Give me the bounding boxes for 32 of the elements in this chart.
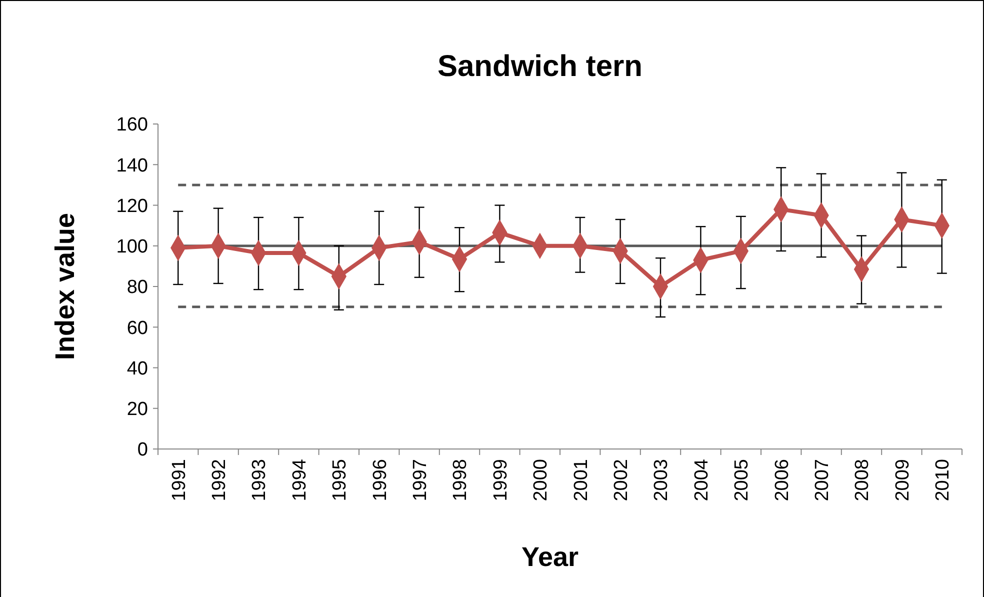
x-tick-label: 1999: [490, 459, 512, 502]
x-tick-label: 1994: [289, 458, 310, 502]
y-tick-label: 0: [137, 440, 148, 461]
x-tick-label: 1998: [450, 459, 472, 502]
chart-title: Sandwich tern: [437, 50, 643, 83]
x-tick-label: 2003: [651, 459, 672, 502]
x-tick-label: 2001: [570, 459, 592, 502]
x-tick-label: 2000: [530, 459, 552, 502]
x-tick-label: 2009: [892, 459, 914, 502]
x-tick-label: 1996: [370, 459, 391, 502]
y-tick-label: 140: [116, 155, 148, 176]
x-tick-label: 2002: [610, 459, 632, 502]
x-tick-label: 1993: [249, 459, 270, 502]
y-tick-label: 100: [116, 236, 148, 258]
y-tick-label: 20: [126, 399, 148, 420]
x-tick-label: 2007: [812, 459, 833, 502]
y-tick-label: 120: [116, 196, 148, 217]
x-tick-label: 1991: [168, 459, 190, 502]
y-axis-title: Index value: [50, 212, 80, 360]
x-tick-label: 2006: [772, 459, 793, 502]
x-tick-label: 2010: [932, 459, 954, 502]
x-tick-label: 2008: [852, 459, 874, 502]
y-tick-label: 40: [126, 358, 148, 380]
y-tick-label: 160: [116, 114, 148, 136]
x-tick-label: 1992: [208, 459, 230, 502]
x-tick-label: 2004: [691, 458, 712, 502]
y-tick-label: 80: [126, 277, 148, 298]
x-tick-label: 1997: [410, 459, 431, 502]
x-tick-label: 2005: [732, 459, 753, 502]
x-tick-label: 1995: [330, 459, 351, 502]
x-axis-title: Year: [521, 542, 580, 572]
y-tick-label: 60: [126, 318, 148, 339]
